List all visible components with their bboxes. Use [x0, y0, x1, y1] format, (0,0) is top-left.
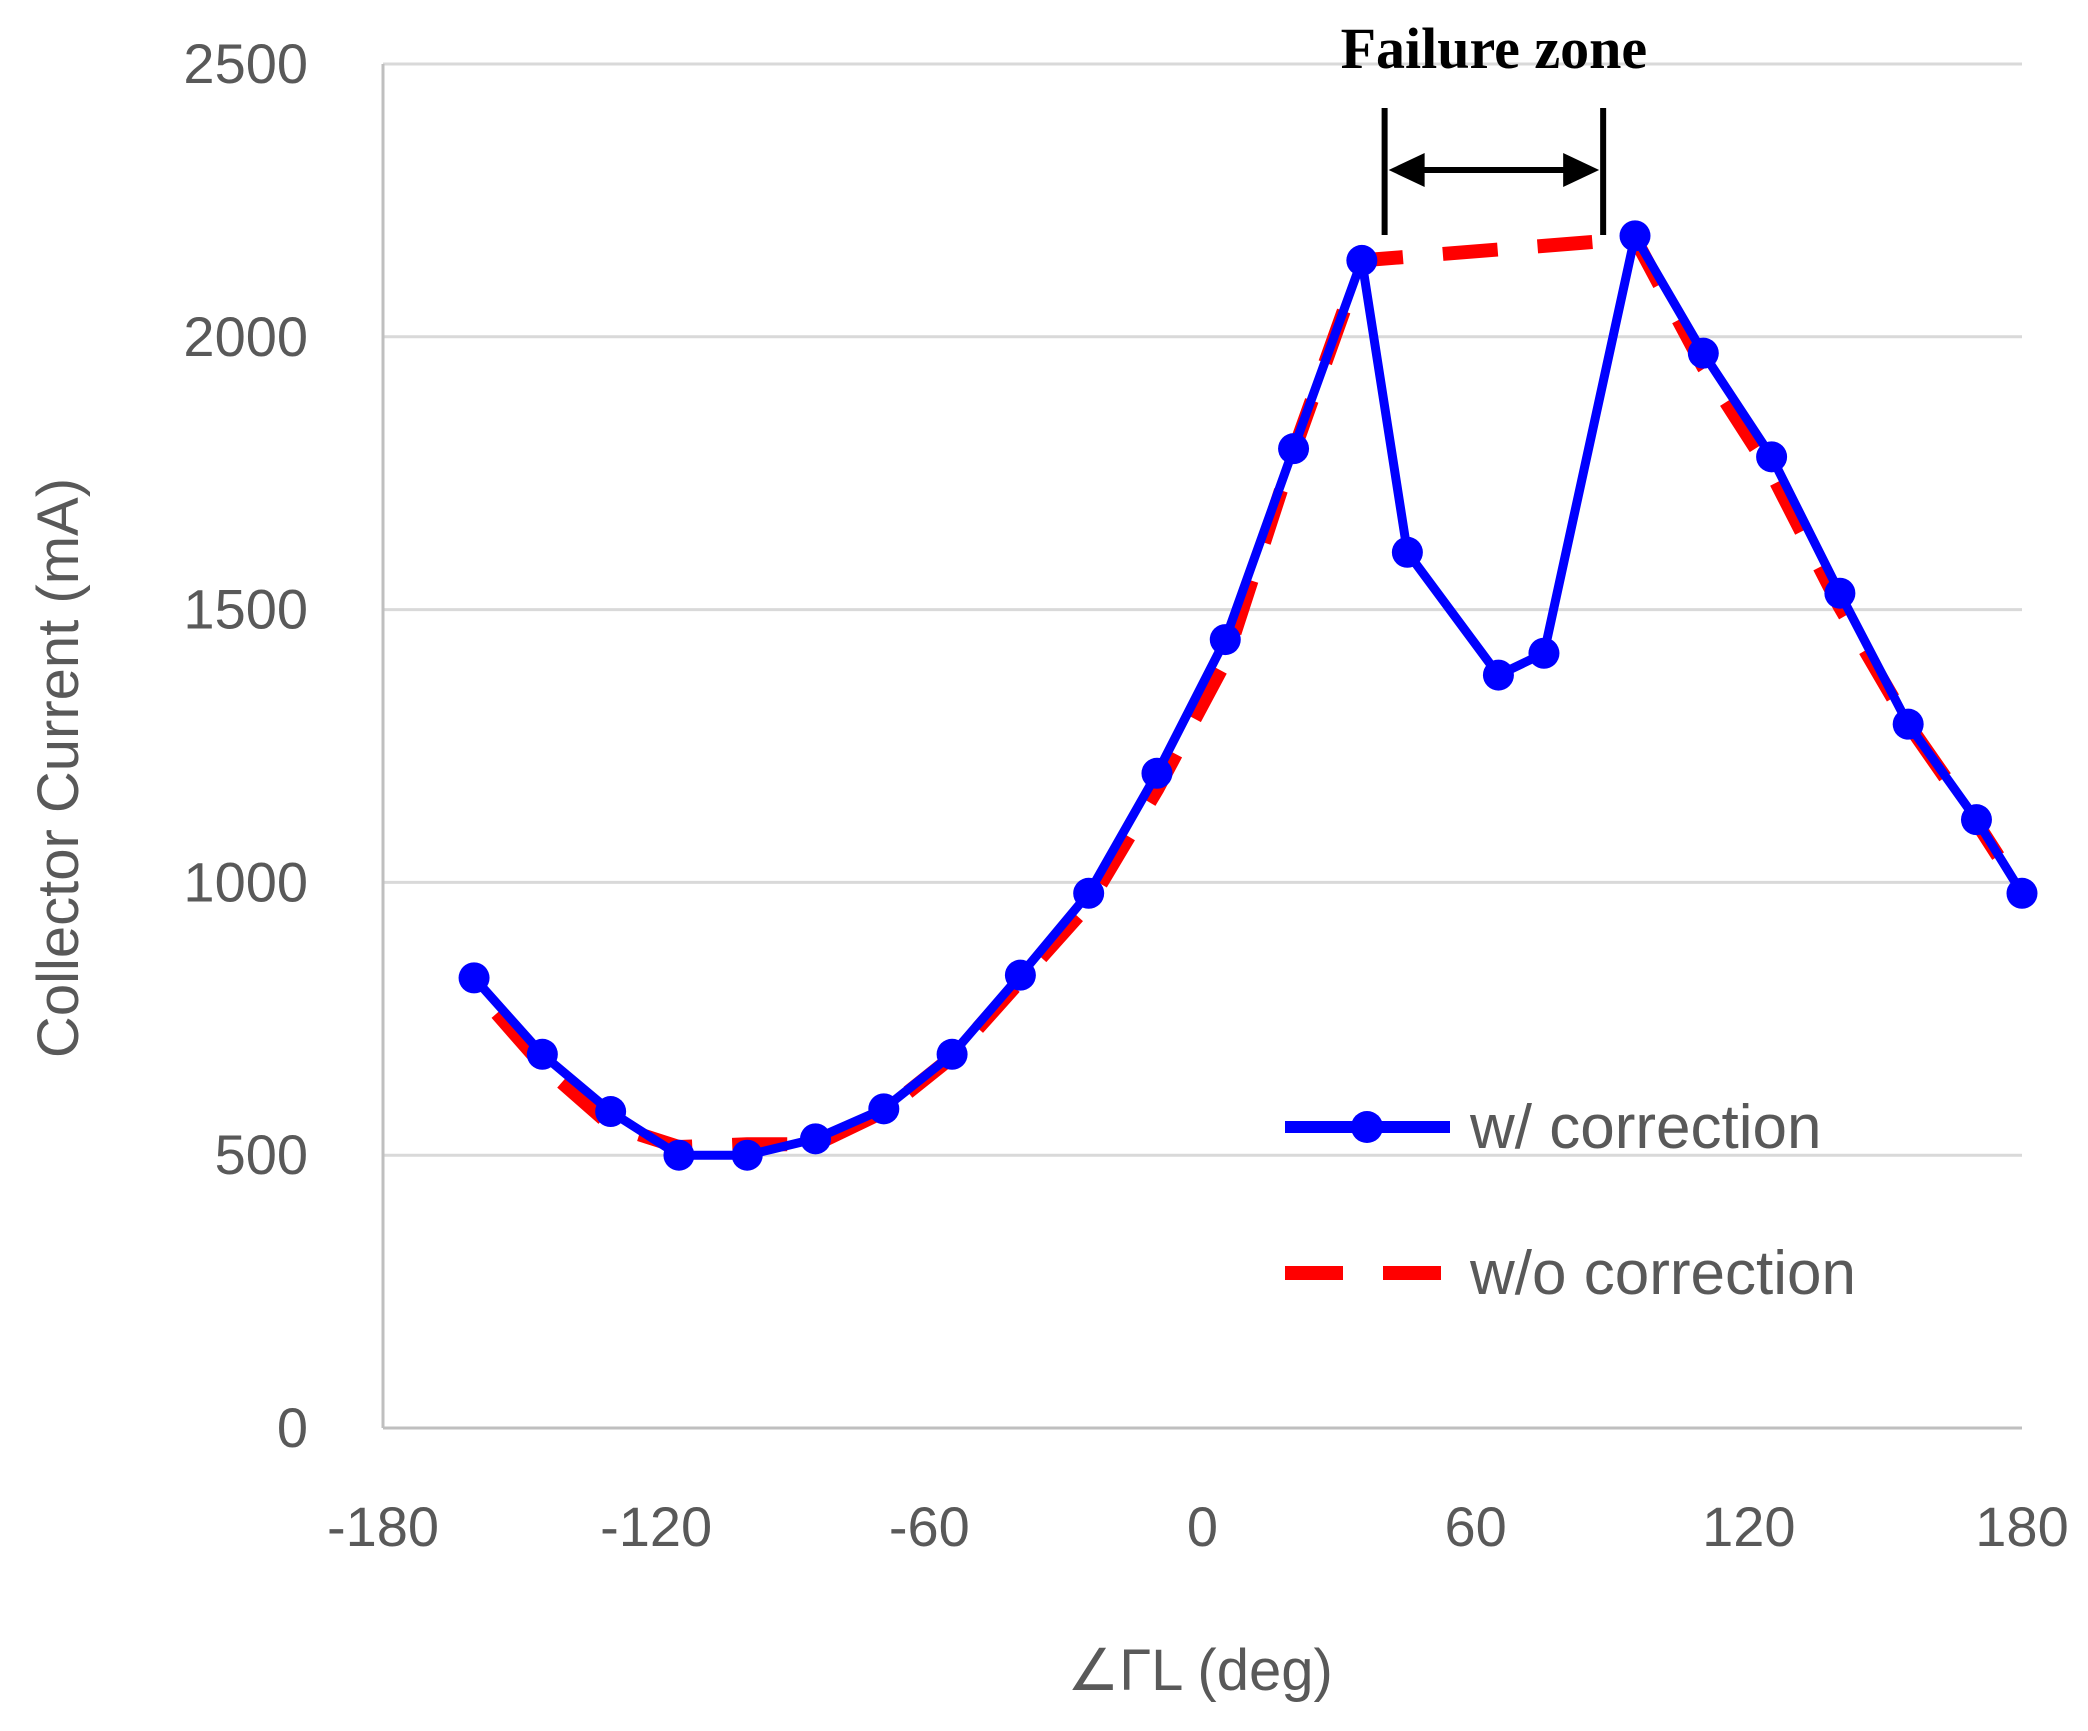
x-tick-labels: -180 -120 -60 0 60 120 180 — [327, 1495, 2069, 1558]
failure-zone-annotation: Failure zone — [1341, 16, 1648, 235]
point-w-correction-18 — [1687, 337, 1719, 369]
point-w-correction-17 — [1619, 220, 1651, 252]
x-tick-label--120: -120 — [600, 1495, 712, 1558]
y-tick-label-1000: 1000 — [183, 850, 308, 913]
y-axis-label: Collector Current (mA) — [26, 478, 91, 1058]
x-tick-label-180: 180 — [1975, 1495, 2068, 1558]
point-w-correction-12 — [1278, 433, 1310, 465]
x-axis-label: ∠ΓL (deg) — [1067, 1638, 1333, 1703]
point-w-correction-16 — [1528, 637, 1560, 669]
y-tick-label-0: 0 — [277, 1396, 308, 1459]
legend-marker-w-correction — [1351, 1111, 1383, 1143]
y-tick-label-500: 500 — [215, 1123, 308, 1186]
y-tick-label-2500: 2500 — [183, 32, 308, 95]
point-w-correction-15 — [1482, 659, 1514, 691]
x-tick-label--180: -180 — [327, 1495, 439, 1558]
y-tick-labels: 0 500 1000 1500 2000 2500 — [183, 32, 308, 1459]
x-tick-label--60: -60 — [889, 1495, 970, 1558]
point-w-correction-19 — [1756, 441, 1788, 473]
failure-zone-arrowhead-left — [1388, 153, 1425, 187]
legend-label-w-correction: w/ correction — [1469, 1093, 1821, 1162]
point-w-correction-8 — [1004, 959, 1036, 991]
point-w-correction-9 — [1073, 877, 1105, 909]
y-tick-label-1500: 1500 — [183, 578, 308, 641]
point-w-correction-6 — [868, 1093, 900, 1125]
point-w-correction-13 — [1346, 244, 1378, 276]
point-w-correction-0 — [458, 962, 490, 994]
point-w-correction-3 — [663, 1139, 695, 1171]
x-tick-label-0: 0 — [1187, 1495, 1218, 1558]
point-w-correction-7 — [936, 1038, 968, 1070]
gridlines — [383, 62, 2022, 1157]
point-w-correction-1 — [526, 1038, 558, 1070]
point-w-correction-22 — [1960, 804, 1992, 836]
point-w-correction-10 — [1141, 757, 1173, 789]
x-tick-label-120: 120 — [1702, 1495, 1795, 1558]
point-w-correction-2 — [595, 1096, 627, 1128]
point-w-correction-14 — [1391, 536, 1423, 568]
failure-zone-arrowhead-right — [1563, 153, 1600, 187]
point-w-correction-23 — [2006, 877, 2038, 909]
point-w-correction-20 — [1824, 577, 1856, 609]
series-line-w-o-correction — [491, 231, 2028, 1154]
x-tick-label-60: 60 — [1445, 1495, 1507, 1558]
legend: w/ correction w/o correction — [1285, 1093, 1856, 1308]
legend-label-wo-correction: w/o correction — [1469, 1239, 1856, 1308]
failure-zone-label: Failure zone — [1341, 16, 1648, 81]
point-w-correction-21 — [1892, 708, 1924, 740]
y-tick-label-2000: 2000 — [183, 305, 308, 368]
axes — [381, 64, 2022, 1430]
point-w-correction-5 — [800, 1123, 832, 1155]
point-w-correction-11 — [1209, 624, 1241, 656]
point-w-correction-4 — [731, 1139, 763, 1171]
series — [458, 220, 2038, 1171]
